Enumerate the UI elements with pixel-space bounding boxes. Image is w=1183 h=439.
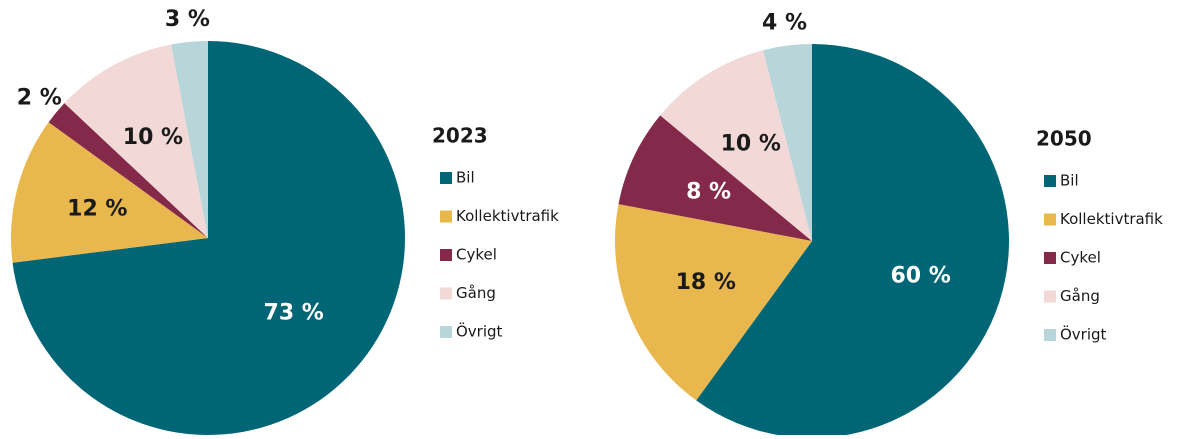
- legend-label: Övrigt: [1060, 325, 1107, 344]
- legend-label: Gång: [456, 284, 496, 302]
- legend-label: Bil: [1060, 172, 1079, 190]
- legend-label: Gång: [1060, 287, 1100, 305]
- legend-title: 2023: [432, 124, 488, 148]
- pie-slice: [660, 50, 812, 241]
- slice-label: 73 %: [264, 301, 324, 326]
- legend-swatch: [1044, 290, 1056, 303]
- legend-swatch: [1044, 329, 1056, 341]
- slice-label: 10 %: [721, 132, 781, 157]
- pie-slice: [11, 122, 209, 263]
- legend-swatch: [1044, 213, 1056, 226]
- legend-swatch: [1044, 252, 1056, 264]
- legend-label: Cykel: [1060, 249, 1101, 267]
- slice-label: 2 %: [17, 85, 62, 110]
- pie-slice: [64, 44, 208, 238]
- legend-title: 2050: [1036, 127, 1092, 151]
- legend-swatch: [440, 249, 452, 261]
- pie-slice: [696, 44, 1009, 438]
- legend-swatch: [440, 210, 452, 223]
- legend-label: Övrigt: [456, 322, 503, 341]
- pie-slice: [618, 115, 812, 241]
- pie-slice: [171, 41, 208, 238]
- legend-swatch: [440, 287, 452, 300]
- legend-label: Cykel: [456, 246, 497, 264]
- legend-swatch: [1044, 175, 1056, 187]
- pie-slice: [615, 204, 812, 401]
- slice-label: 60 %: [891, 263, 951, 288]
- legend-swatch: [440, 326, 452, 338]
- slice-label: 12 %: [67, 197, 127, 222]
- legend-swatch: [440, 172, 452, 184]
- legend-label: Kollektivtrafik: [456, 207, 559, 225]
- pie-slice: [12, 41, 405, 435]
- slice-label: 10 %: [123, 125, 183, 150]
- legend-label: Bil: [456, 169, 475, 187]
- pie-slice: [763, 44, 812, 241]
- slice-label: 8 %: [686, 179, 731, 204]
- legend-label: Kollektivtrafik: [1060, 210, 1163, 228]
- slice-label: 4 %: [762, 11, 807, 36]
- slice-label: 18 %: [676, 270, 736, 295]
- slice-label: 3 %: [165, 7, 210, 32]
- pie-slice: [48, 103, 208, 238]
